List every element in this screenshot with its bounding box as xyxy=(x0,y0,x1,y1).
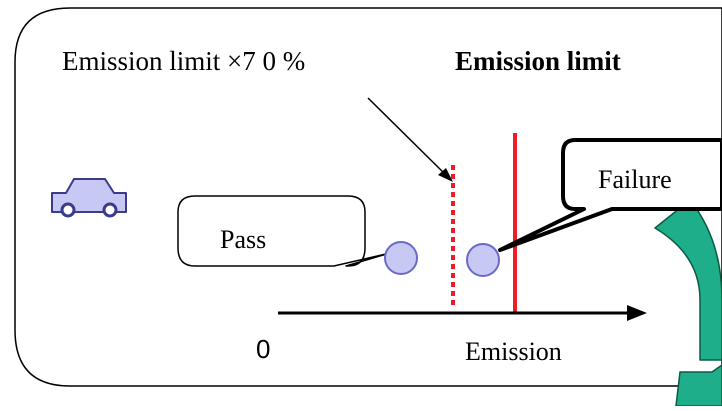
pass-label: Pass xyxy=(220,225,266,254)
limit-70-leader-arrowhead xyxy=(438,168,453,182)
failure-label: Failure xyxy=(598,165,672,194)
pass-callout: Pass xyxy=(177,195,391,267)
axis-arrow xyxy=(278,305,647,321)
limit-label: Emission limit xyxy=(455,46,621,76)
recycle-arrow xyxy=(654,199,722,407)
axis-origin-label: 0 xyxy=(256,334,270,364)
axis-label: Emission xyxy=(465,337,562,366)
failure-callout: Failure xyxy=(498,138,722,252)
car-icon xyxy=(51,178,127,218)
outer-frame xyxy=(14,7,722,387)
limit-70-leader xyxy=(367,97,449,178)
fail-circle xyxy=(466,243,500,277)
pass-circle xyxy=(384,241,418,275)
limit-70-label: Emission limit ×7 0 % xyxy=(62,46,305,76)
